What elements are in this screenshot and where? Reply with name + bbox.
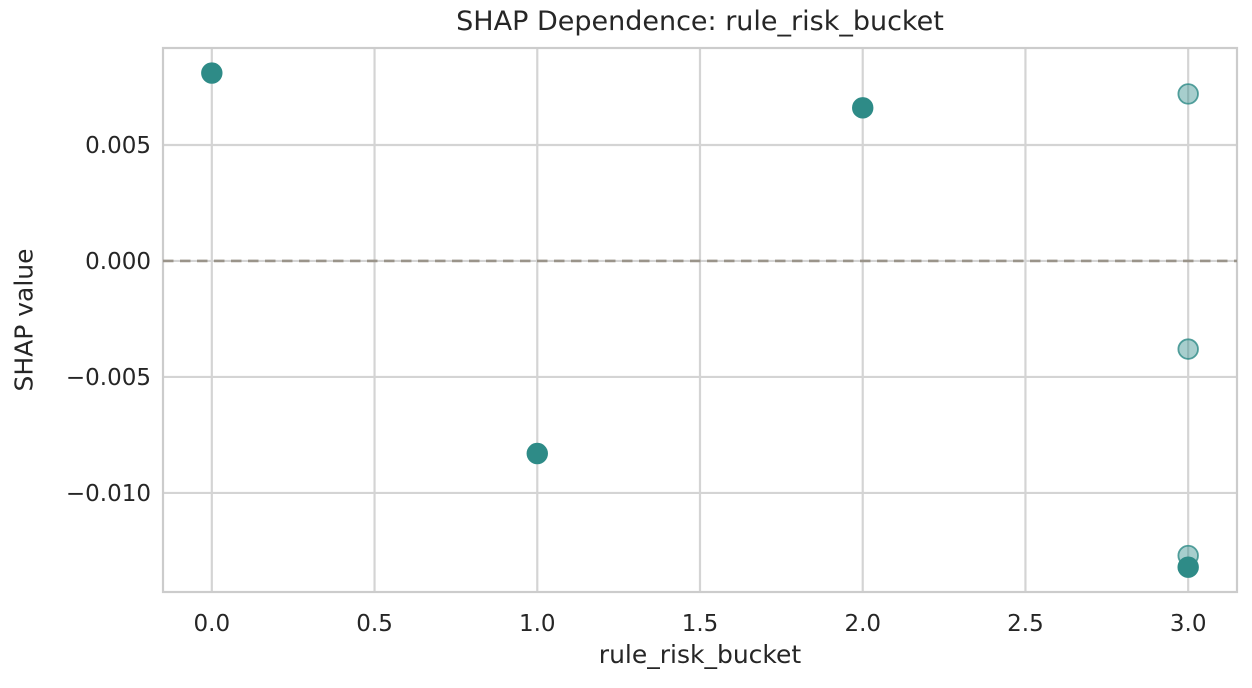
y-tick-label: 0.000 — [85, 249, 151, 275]
y-tick-label: −0.010 — [66, 481, 151, 507]
scatter-point — [852, 97, 874, 119]
x-tick-label: 1.5 — [682, 611, 719, 637]
scatter-point — [1177, 556, 1199, 578]
x-tick-label: 2.5 — [1007, 611, 1044, 637]
x-tick-label: 0.5 — [356, 611, 393, 637]
x-axis-label: rule_risk_bucket — [598, 640, 802, 669]
x-tick-label: 1.0 — [519, 611, 556, 637]
scatter-point — [1177, 83, 1199, 105]
x-tick-label: 0.0 — [194, 611, 231, 637]
chart-title: SHAP Dependence: rule_risk_bucket — [456, 6, 944, 37]
y-tick-label: 0.005 — [85, 133, 151, 159]
plot-spines — [161, 46, 1239, 594]
scatter-point — [201, 62, 223, 84]
scatter-point — [526, 442, 548, 465]
x-tick-label: 2.0 — [844, 611, 881, 637]
scatter-point — [1177, 338, 1199, 360]
y-tick-label: −0.005 — [66, 365, 151, 391]
y-axis-label: SHAP value — [9, 248, 39, 392]
x-tick-label: 3.0 — [1170, 611, 1207, 637]
